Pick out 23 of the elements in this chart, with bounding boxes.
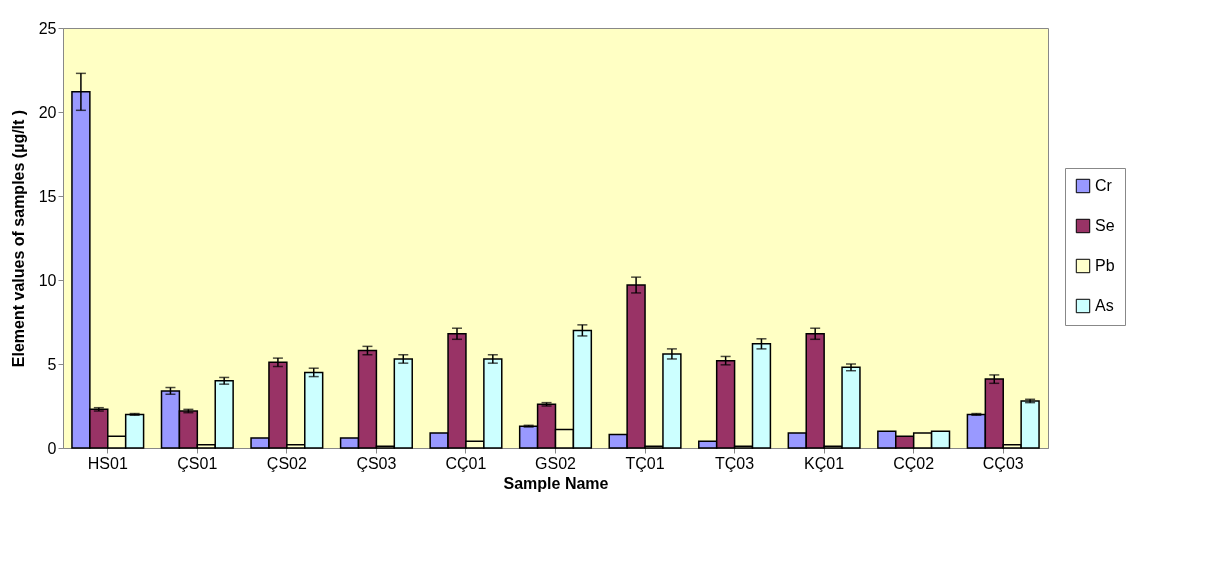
legend-label: Cr bbox=[1095, 177, 1113, 194]
x-tick-label: GS02 bbox=[535, 454, 577, 472]
x-axis-title: Sample Name bbox=[503, 474, 609, 492]
y-tick-label: 10 bbox=[38, 271, 57, 289]
x-tick-label: CÇ03 bbox=[982, 454, 1024, 472]
y-tick-label: 5 bbox=[47, 355, 57, 373]
x-tick-label: HS01 bbox=[87, 454, 128, 472]
x-tick-label: CÇ01 bbox=[445, 454, 487, 472]
legend-label: Se bbox=[1095, 217, 1115, 234]
x-tick-label: TÇ01 bbox=[625, 454, 665, 472]
y-tick-label: 20 bbox=[38, 103, 57, 121]
x-tick-label: CÇ02 bbox=[893, 454, 935, 472]
legend-label: Pb bbox=[1095, 257, 1115, 274]
y-tick-label: 25 bbox=[38, 19, 57, 37]
y-axis-title: Element values of samples (µg/lt ) bbox=[9, 109, 27, 368]
x-tick-label: ÇS02 bbox=[266, 454, 307, 472]
x-tick-label: ÇS03 bbox=[356, 454, 397, 472]
x-tick-label: KÇ01 bbox=[804, 454, 845, 472]
y-tick-label: 0 bbox=[47, 439, 57, 457]
y-tick-label: 15 bbox=[38, 187, 57, 205]
legend-label: As bbox=[1095, 297, 1114, 314]
x-tick-label: TÇ03 bbox=[715, 454, 755, 472]
x-tick-label: ÇS01 bbox=[177, 454, 218, 472]
